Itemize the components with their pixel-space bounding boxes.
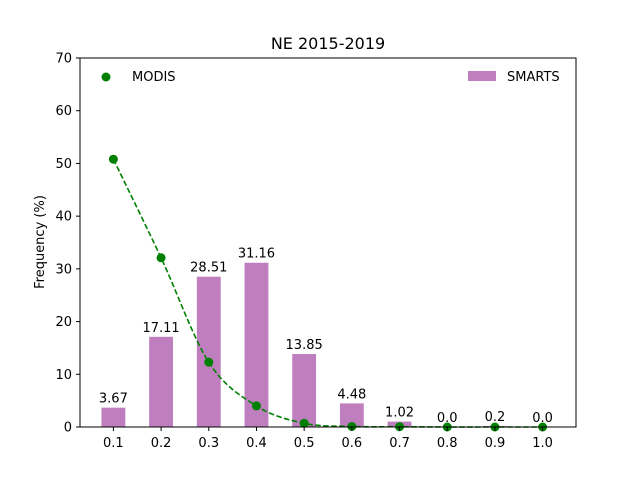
bar-label-0.2: 17.11 (142, 321, 179, 336)
bar-smarts-0.5 (292, 353, 317, 427)
point-modis-0.1 (108, 154, 118, 164)
x-tick-label-0.2: 0.2 (151, 436, 172, 451)
point-modis-0.5 (299, 418, 309, 428)
bar-label-0.9: 0.2 (485, 410, 506, 425)
y-tick-label-60: 60 (55, 104, 72, 119)
bar-label-0.1: 3.67 (99, 392, 128, 407)
chart-title: NE 2015-2019 (271, 34, 385, 53)
bar-smarts-0.1 (101, 407, 126, 427)
bar-label-0.8: 0.0 (437, 411, 458, 426)
legend-modis: MODIS (101, 70, 176, 85)
bar-smarts-0.3 (196, 276, 221, 427)
y-tick-label-40: 40 (55, 210, 72, 225)
point-modis-0.6 (347, 421, 357, 431)
bar-label-0.7: 1.02 (385, 406, 414, 421)
x-tick-label-0.4: 0.4 (246, 436, 267, 451)
y-tick-label-0: 0 (64, 421, 72, 436)
bar-smarts-0.4 (244, 262, 269, 427)
bar-label-0.6: 4.48 (337, 387, 366, 402)
bar-label-1.0: 0.0 (532, 411, 553, 426)
x-tick-label-0.5: 0.5 (294, 436, 315, 451)
bar-label-0.4: 31.16 (238, 247, 275, 262)
x-tick-label-1.0: 1.0 (532, 436, 553, 451)
bar-label-0.5: 13.85 (286, 338, 323, 353)
plot-area: 3.67 17.11 28.51 31.16 13.85 4.48 1.02 0.0 0.2 0.… (55, 52, 577, 451)
x-tick-label-0.1: 0.1 (103, 436, 124, 451)
y-tick-label-50: 50 (55, 157, 72, 172)
x-tick-label-0.6: 0.6 (342, 436, 363, 451)
y-tick-label-20: 20 (55, 315, 72, 330)
axes-frame (79, 57, 577, 428)
bar-label-0.3: 28.51 (190, 261, 227, 276)
legend-smarts-label: SMARTS (507, 70, 560, 85)
x-tick-label-0.8: 0.8 (437, 436, 458, 451)
point-modis-0.2 (156, 253, 166, 263)
y-axis-label: Frequency (%) (33, 195, 48, 289)
legend-modis-label: MODIS (132, 70, 176, 85)
x-tick-label-0.3: 0.3 (198, 436, 219, 451)
legend-smarts-swatch (468, 71, 496, 81)
point-modis-0.4 (251, 401, 261, 411)
y-tick-label-30: 30 (55, 262, 72, 277)
bar-smarts-0.2 (149, 336, 173, 427)
y-tick-label-10: 10 (55, 368, 72, 383)
x-tick-label-0.9: 0.9 (485, 436, 506, 451)
y-tick-label-70: 70 (55, 52, 72, 67)
point-modis-0.3 (204, 357, 214, 367)
bar-smarts-0.6 (339, 403, 364, 427)
x-tick-label-0.7: 0.7 (389, 436, 410, 451)
legend-smarts: SMARTS (468, 70, 560, 85)
legend-modis-marker (101, 72, 111, 82)
